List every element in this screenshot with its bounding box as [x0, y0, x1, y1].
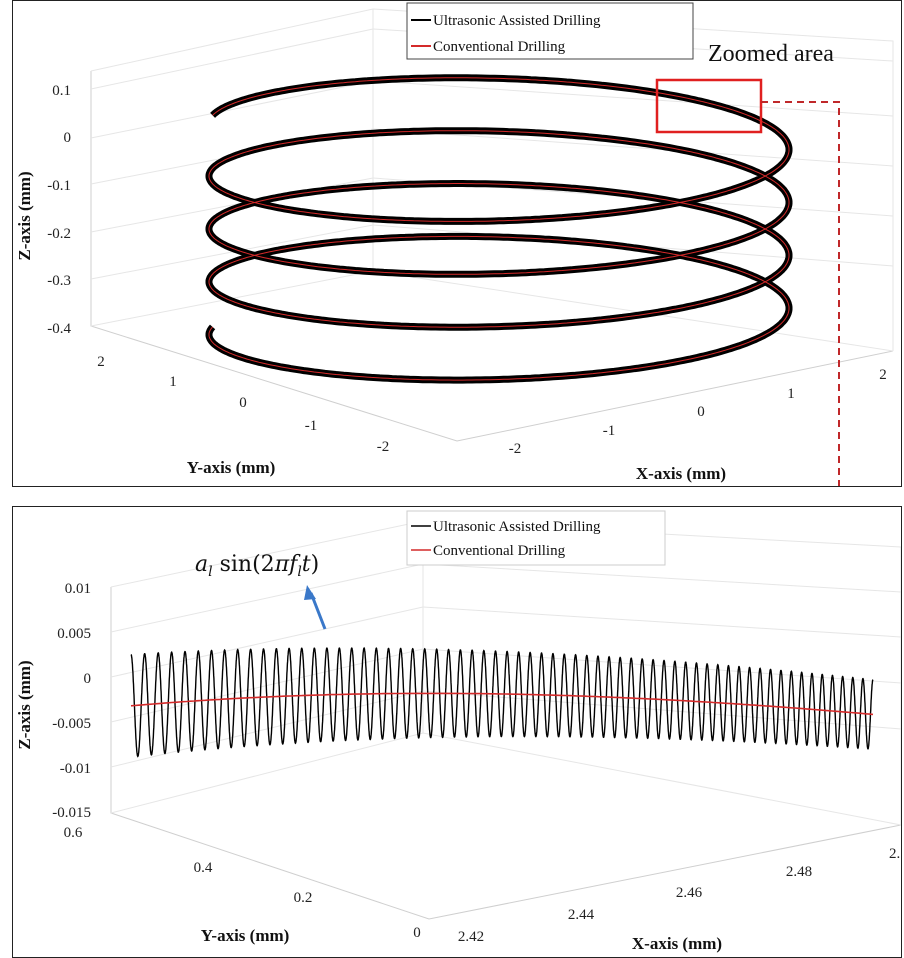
- x-tick-label: 2.5: [889, 846, 901, 862]
- x-tick-label: 0: [697, 404, 705, 420]
- x-tick-label: 2.42: [458, 929, 484, 945]
- z-tick-label: 0.1: [52, 83, 71, 99]
- series-group: [130, 646, 874, 758]
- axes-box: [110, 520, 901, 920]
- y-axis-label: Y-axis (mm): [187, 458, 276, 477]
- x-tick-label: 2: [879, 367, 887, 383]
- y-tick-label: 0: [413, 925, 421, 941]
- zoom-connector-line: [761, 101, 840, 486]
- y-tick-label: -1: [305, 418, 318, 434]
- helix-chart: 0.1 0 -0.1 -0.2 -0.3 -0.4 2 1 0 -1 -2 -2…: [15, 2, 894, 486]
- z-axis-label: Z-axis (mm): [15, 660, 34, 749]
- legend: Ultrasonic Assisted Drilling Conventiona…: [406, 510, 666, 566]
- y-tick-label: 0: [239, 395, 247, 411]
- x-tick-label: 1: [787, 386, 795, 402]
- legend-label-uad: Ultrasonic Assisted Drilling: [433, 13, 601, 29]
- series-line-uad: [130, 646, 874, 758]
- z-axis-label: Z-axis (mm): [15, 171, 34, 260]
- annotation-formula: al sin(2πflt): [195, 552, 319, 580]
- x-tick-label: 2.44: [568, 907, 595, 923]
- x-tick-label: -2: [509, 441, 522, 457]
- z-tick-label: 0.005: [57, 626, 91, 642]
- legend: Ultrasonic Assisted Drilling Conventiona…: [406, 2, 694, 60]
- z-tick-label: -0.2: [47, 226, 71, 242]
- series-group: [205, 74, 793, 384]
- y-tick-label: 2: [97, 354, 105, 370]
- zoom-area-label: Zoomed area: [708, 41, 834, 67]
- x-axis-label: X-axis (mm): [636, 464, 726, 483]
- series-line-conventional: [130, 692, 874, 716]
- helix-chart-panel: 0.1 0 -0.1 -0.2 -0.3 -0.4 2 1 0 -1 -2 -2…: [12, 0, 902, 487]
- legend-label-uad: Ultrasonic Assisted Drilling: [433, 519, 601, 535]
- series-line-conventional: [208, 77, 790, 381]
- x-axis-label: X-axis (mm): [632, 934, 722, 953]
- z-tick-label: -0.4: [47, 321, 71, 337]
- legend-label-conventional: Conventional Drilling: [433, 39, 566, 55]
- series-line-uad: [205, 74, 793, 384]
- z-tick-label: -0.01: [60, 761, 91, 777]
- y-tick-label: 1: [169, 374, 177, 390]
- y-axis-label: Y-axis (mm): [201, 926, 290, 945]
- y-tick-label: 0.6: [64, 825, 83, 841]
- legend-label-conventional: Conventional Drilling: [433, 543, 566, 559]
- sine-annotation: al sin(2πflt): [195, 552, 327, 630]
- x-tick-label: 2.46: [676, 885, 703, 901]
- z-tick-label: -0.1: [47, 178, 71, 194]
- x-tick-label: 2.48: [786, 864, 812, 880]
- z-tick-label: -0.3: [47, 273, 71, 289]
- y-tick-label: -2: [377, 439, 390, 455]
- z-tick-label: 0: [64, 130, 72, 146]
- z-tick-label: 0: [84, 671, 92, 687]
- zoom-rectangle: [655, 78, 763, 134]
- zoomed-chart-panel: 0.01 0.005 0 -0.005 -0.01 -0.015 0.6 0.4…: [12, 506, 902, 958]
- z-tick-label: -0.015: [52, 805, 91, 821]
- z-tick-label: 0.01: [65, 581, 91, 597]
- annotation-arrowhead: [304, 585, 316, 600]
- y-tick-label: 0.2: [294, 890, 313, 906]
- zoomed-chart: 0.01 0.005 0 -0.005 -0.01 -0.015 0.6 0.4…: [15, 510, 901, 953]
- x-tick-label: -1: [603, 423, 616, 439]
- z-tick-label: -0.005: [52, 716, 91, 732]
- y-tick-label: 0.4: [194, 860, 213, 876]
